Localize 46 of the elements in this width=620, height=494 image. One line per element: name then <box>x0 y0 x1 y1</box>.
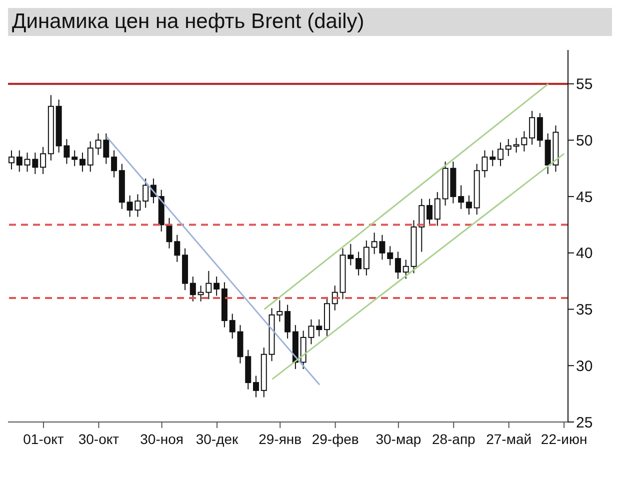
candlestick <box>142 178 149 208</box>
y-tick-label: 45 <box>576 188 593 206</box>
candlestick <box>214 276 220 296</box>
chart-title: Динамика цен на нефть Brent (daily) <box>8 8 612 36</box>
x-tick-label: 30-окт <box>78 431 120 447</box>
candlestick <box>40 146 46 174</box>
x-tick-label: 22-июн <box>540 431 588 447</box>
y-tick-label: 35 <box>576 302 593 319</box>
candlestick <box>190 276 196 302</box>
candlestick <box>458 184 464 210</box>
x-tick-label: 30-дек <box>196 431 240 447</box>
candlestick <box>426 198 433 226</box>
candlestick <box>284 304 291 340</box>
x-tick-label: 29-янв <box>258 431 302 447</box>
y-tick-label: 25 <box>576 414 593 432</box>
candlestick <box>72 150 78 167</box>
candlestick <box>87 140 94 172</box>
candlestick <box>174 234 180 262</box>
candlestick <box>356 251 362 276</box>
candlestick <box>111 150 118 178</box>
x-tick-label: 28-апр <box>432 431 476 447</box>
candlestick <box>394 251 401 280</box>
x-tick-label: 30-мар <box>376 431 422 447</box>
candlestick <box>253 375 260 398</box>
candlestick <box>536 112 543 148</box>
x-tick-label: 27-май <box>486 431 532 447</box>
candlestick <box>16 150 22 172</box>
y-tick-label: 30 <box>576 358 593 375</box>
x-tick-label: 01-окт <box>23 431 64 447</box>
y-tick-label: 55 <box>576 76 593 94</box>
candlestick <box>434 192 440 226</box>
candlestick <box>387 246 394 266</box>
y-tick-label: 50 <box>576 132 593 150</box>
candlestick <box>79 152 86 172</box>
candlestick <box>363 240 370 276</box>
candlestick <box>505 138 512 156</box>
y-tick-label: 40 <box>576 245 593 262</box>
x-tick-label: 30-ноя <box>140 431 184 447</box>
candlestick <box>466 194 472 216</box>
candlestick <box>166 217 172 249</box>
candlestick <box>490 150 496 167</box>
candlestick <box>498 142 504 167</box>
candlestick <box>316 318 322 337</box>
candlestick <box>402 259 409 280</box>
candlestick <box>529 110 536 146</box>
x-tick-label: 29-фев <box>312 431 359 447</box>
